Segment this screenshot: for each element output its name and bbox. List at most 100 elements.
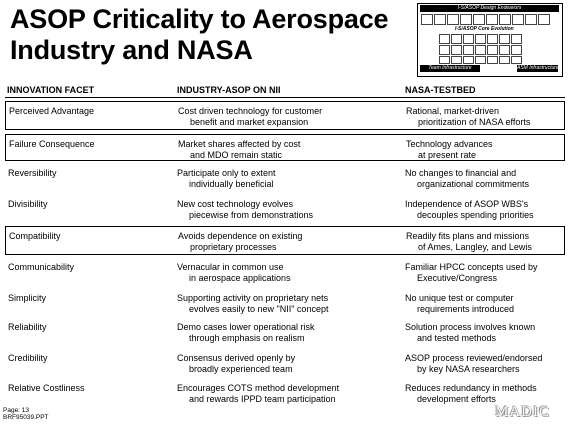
slide-title-line1: ASOP Criticality to Aerospace: [10, 4, 389, 34]
facet-cell: Reliability: [8, 322, 47, 332]
industry-cell-line: Avoids dependence on existing: [178, 231, 303, 241]
thumbnail-cell: [487, 34, 498, 44]
facet-cell: Relative Costliness: [8, 383, 85, 393]
table-row: Relative Costliness Encourages COTS metho…: [5, 379, 565, 407]
thumbnail-cell: [487, 56, 498, 64]
facet-cell: Perceived Advantage: [9, 106, 95, 116]
industry-cell-line: Participate only to extent: [177, 168, 276, 178]
industry-cell-line: piecewise from demonstrations: [189, 209, 314, 220]
thumbnail-cell: [475, 34, 486, 44]
nasa-cell-line: Familiar HPCC concepts used by: [405, 262, 538, 272]
thumbnail-cell: [538, 14, 550, 25]
header-divider: [5, 97, 565, 98]
industry-cell-line: and MDO remain static: [190, 149, 283, 160]
industry-cell-line: Cost driven technology for customer: [178, 106, 323, 116]
table-row: Credibility Consensus derived openly by br…: [5, 349, 565, 377]
industry-cell-line: Vernacular in common use: [177, 262, 284, 272]
thumbnail-cell: [511, 45, 522, 55]
thumbnail-cell: [447, 14, 459, 25]
industry-cell: New cost technology evolves piecewise fro…: [177, 199, 397, 220]
table-row: Perceived Advantage Cost driven technolog…: [5, 101, 565, 130]
thumbnail-cell: [460, 14, 472, 25]
nasa-cell: Solution process involves known and teste…: [405, 322, 565, 343]
nasa-cell: Readily fits plans and missions of Ames, …: [406, 231, 566, 252]
industry-cell: Encourages COTS method development and re…: [177, 383, 397, 404]
nasa-cell-line: No changes to financial and: [405, 168, 517, 178]
thumbnail-cell: [499, 14, 511, 25]
industry-cell: Participate only to extent individually b…: [177, 168, 397, 189]
nasa-cell: Reduces redundancy in methods development…: [405, 383, 565, 404]
nasa-cell-line: by key NASA researchers: [417, 363, 520, 374]
industry-cell: Cost driven technology for customer benef…: [178, 106, 398, 127]
nasa-cell-line: Solution process involves known: [405, 322, 536, 332]
nasa-cell-line: prioritization of NASA efforts: [418, 116, 531, 127]
facet-cell: Communicability: [8, 262, 75, 272]
nasa-cell: Technology advances at present rate: [406, 139, 566, 160]
madic-logo: MADIC: [495, 404, 551, 420]
industry-cell: Consensus derived openly by broadly exper…: [177, 353, 397, 374]
thumbnail-cell: [451, 56, 462, 64]
table-row: Reliability Demo cases lower operational …: [5, 318, 565, 346]
nasa-cell: Independence of ASOP WBS's decouples spen…: [405, 199, 565, 220]
thumbnail-cell: [473, 14, 485, 25]
nasa-cell: Rational, market-driven prioritization of…: [406, 106, 566, 127]
nasa-cell-line: No unique test or computer: [405, 293, 514, 303]
nasa-cell: ASOP process reviewed/endorsed by key NAS…: [405, 353, 565, 374]
nasa-cell-line: Independence of ASOP WBS's: [405, 199, 529, 209]
industry-cell: Avoids dependence on existing proprietary…: [178, 231, 398, 252]
nasa-cell-line: ASOP process reviewed/endorsed: [405, 353, 543, 363]
industry-cell-line: and rewards IPPD team participation: [189, 393, 336, 404]
nasa-cell: No changes to financial and organizationa…: [405, 168, 565, 189]
facet-cell: Compatibility: [9, 231, 61, 241]
thumbnail-cell: [475, 45, 486, 55]
thumbnail-cell: [434, 14, 446, 25]
thumbnail-cell: [512, 14, 524, 25]
industry-cell: Supporting activity on proprietary nets e…: [177, 293, 397, 314]
nasa-cell-line: organizational commitments: [417, 178, 530, 189]
thumbnail-cell: [499, 34, 510, 44]
nasa-cell-line: development efforts: [417, 393, 496, 404]
thumbnail-mid-label: I-S/ASOP Core Evolution: [455, 26, 514, 32]
thumbnail-cell: [499, 45, 510, 55]
thumbnail-top-band: I-S/ASOP Design Endeavors: [420, 5, 559, 12]
industry-cell-line: evolves easily to new "NII" concept: [189, 303, 329, 314]
facet-cell: Reversibility: [8, 168, 57, 178]
thumbnail-cell: [511, 34, 522, 44]
industry-cell-line: benefit and market expansion: [190, 116, 309, 127]
page-number: Page: 13: [3, 407, 30, 414]
facet-cell: Credibility: [8, 353, 48, 363]
thumbnail-left-band: Team Infrastructure: [420, 65, 480, 72]
thumbnail-cell: [499, 56, 510, 64]
industry-cell-line: New cost technology evolves: [177, 199, 294, 209]
facet-cell: Failure Consequence: [9, 139, 95, 149]
nasa-cell-line: Reduces redundancy in methods: [405, 383, 537, 393]
industry-cell-line: in aerospace applications: [189, 272, 291, 283]
table-row: Failure Consequence Market shares affecte…: [5, 134, 565, 161]
industry-cell-line: Demo cases lower operational risk: [177, 322, 315, 332]
thumbnail-cell: [511, 56, 522, 64]
thumbnail-cell: [525, 14, 537, 25]
table-row: Reversibility Participate only to extent i…: [5, 164, 565, 192]
column-header-innovation-facet: INNOVATION FACET: [7, 85, 95, 95]
nasa-cell-line: Technology advances: [406, 139, 493, 149]
nasa-cell-line: Rational, market-driven: [406, 106, 500, 116]
table-row: Divisibility New cost technology evolves p…: [5, 195, 565, 223]
table-row: Communicability Vernacular in common use i…: [5, 258, 565, 286]
industry-cell-line: Supporting activity on proprietary nets: [177, 293, 329, 303]
industry-cell-line: individually beneficial: [189, 178, 274, 189]
industry-cell-line: proprietary processes: [190, 241, 277, 252]
nasa-cell-line: requirements introduced: [417, 303, 515, 314]
thumbnail-cell: [451, 34, 462, 44]
thumbnail-cell: [421, 14, 433, 25]
nasa-cell-line: and tested methods: [417, 332, 497, 343]
thumbnail-cell: [486, 14, 498, 25]
column-header-nasa: NASA-TESTBED: [405, 85, 476, 95]
industry-cell-line: Consensus derived openly by: [177, 353, 296, 363]
table-row: Simplicity Supporting activity on proprie…: [5, 289, 565, 316]
industry-cell-line: through emphasis on realism: [189, 332, 305, 343]
nasa-cell-line: Readily fits plans and missions: [406, 231, 530, 241]
thumbnail-cell: [451, 45, 462, 55]
nasa-cell-line: of Ames, Langley, and Lewis: [418, 241, 532, 252]
thumbnail-cell: [439, 56, 450, 64]
industry-cell-line: Market shares affected by cost: [178, 139, 301, 149]
